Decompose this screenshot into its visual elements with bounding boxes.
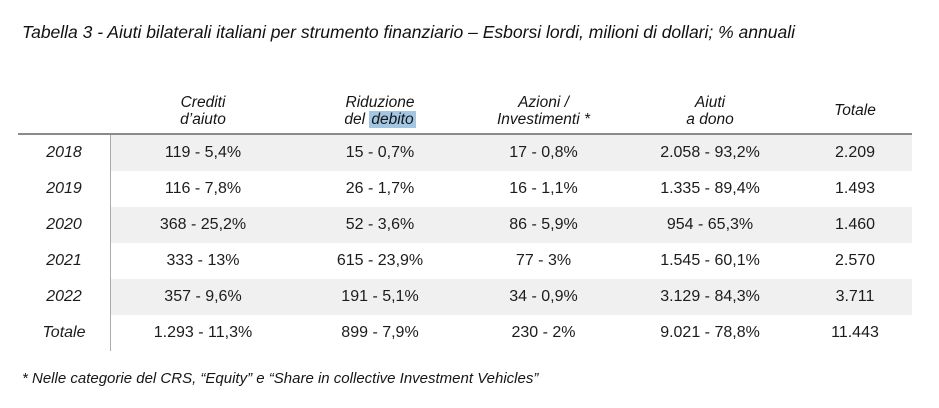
data-cell: 17 - 0,8% [465,135,622,171]
data-cell: 2.570 [834,252,876,269]
data-cell: 3.711 [798,279,912,315]
year-cell: 2022 [18,279,111,315]
table-row-2019: 2019 116 - 7,8% 26 - 1,7% 16 - 1,1% 1.33… [18,171,912,207]
data-cell: 16 - 1,1% [509,180,578,197]
data-cell: 52 - 3,6% [295,207,465,243]
data-cell: 1.493 [834,180,876,197]
header-cell-azioni: Azioni / Investimenti * [465,88,622,133]
header-line: del debito [344,110,416,128]
year-cell: 2019 [18,171,111,207]
data-cell: 2.058 - 93,2% [622,135,798,171]
table-3: Crediti d’aiuto Riduzione del debito Azi… [18,88,912,351]
data-cell: 11.443 [831,324,879,341]
table-title: Tabella 3 - Aiuti bilaterali italiani pe… [22,22,795,42]
header-line: Riduzione [345,93,415,111]
data-cell: 954 - 65,3% [622,207,798,243]
data-cell: 86 - 5,9% [465,207,622,243]
data-cell: 9.021 - 78,8% [660,324,760,341]
data-cell: 34 - 0,9% [465,279,622,315]
data-cell: 333 - 13% [166,252,240,269]
header-cell-crediti: Crediti d’aiuto [111,88,295,133]
data-cell: 899 - 7,9% [341,324,419,341]
data-cell: 2.209 [798,135,912,171]
table-row-2018: 2018 119 - 5,4% 15 - 0,7% 17 - 0,8% 2.05… [18,135,912,171]
data-cell: 116 - 7,8% [164,180,242,197]
data-cell: 26 - 1,7% [345,180,415,197]
table-row-2022: 2022 357 - 9,6% 191 - 5,1% 34 - 0,9% 3.1… [18,279,912,315]
data-cell: 119 - 5,4% [111,135,295,171]
table-row-totale: Totale 1.293 - 11,3% 899 - 7,9% 230 - 2%… [18,315,912,351]
data-cell: 1.460 [798,207,912,243]
table-row-2020: 2020 368 - 25,2% 52 - 3,6% 86 - 5,9% 954… [18,207,912,243]
data-cell: 368 - 25,2% [111,207,295,243]
total-row-label: Totale [18,315,111,351]
data-cell: 1.545 - 60,1% [660,252,760,269]
data-cell: 1.293 - 11,3% [153,324,253,341]
year-cell: 2018 [18,135,111,171]
data-cell: 3.129 - 84,3% [622,279,798,315]
year-cell: 2020 [18,207,111,243]
header-line: Azioni / [518,93,569,111]
header-line: d’aiuto [180,110,226,128]
header-line: Totale [834,102,876,119]
data-cell: 357 - 9,6% [111,279,295,315]
year-cell: 2021 [18,243,111,279]
header-line: Crediti [180,93,226,111]
header-line: a dono [686,110,734,128]
header-line: Aiuti [694,93,726,111]
table-footnote: * Nelle categorie del CRS, “Equity” e “S… [22,370,539,387]
header-cell-riduzione: Riduzione del debito [295,88,465,133]
table-row-2021: 2021 333 - 13% 615 - 23,9% 77 - 3% 1.545… [18,243,912,279]
data-cell: 191 - 5,1% [295,279,465,315]
highlighted-text-debito: debito [369,110,416,128]
header-line-prefix: del [344,110,370,128]
data-cell: 615 - 23,9% [336,252,424,269]
data-cell: 77 - 3% [515,252,572,269]
header-row: Crediti d’aiuto Riduzione del debito Azi… [18,88,912,135]
header-cell-totale: Totale [798,88,912,133]
data-cell: 230 - 2% [511,324,576,341]
header-cell-aiuti-a-dono: Aiuti a dono [622,88,798,133]
header-line: Investimenti * [496,110,591,128]
corner-cell [18,88,111,133]
data-cell: 1.335 - 89,4% [660,180,760,197]
data-cell: 15 - 0,7% [295,135,465,171]
